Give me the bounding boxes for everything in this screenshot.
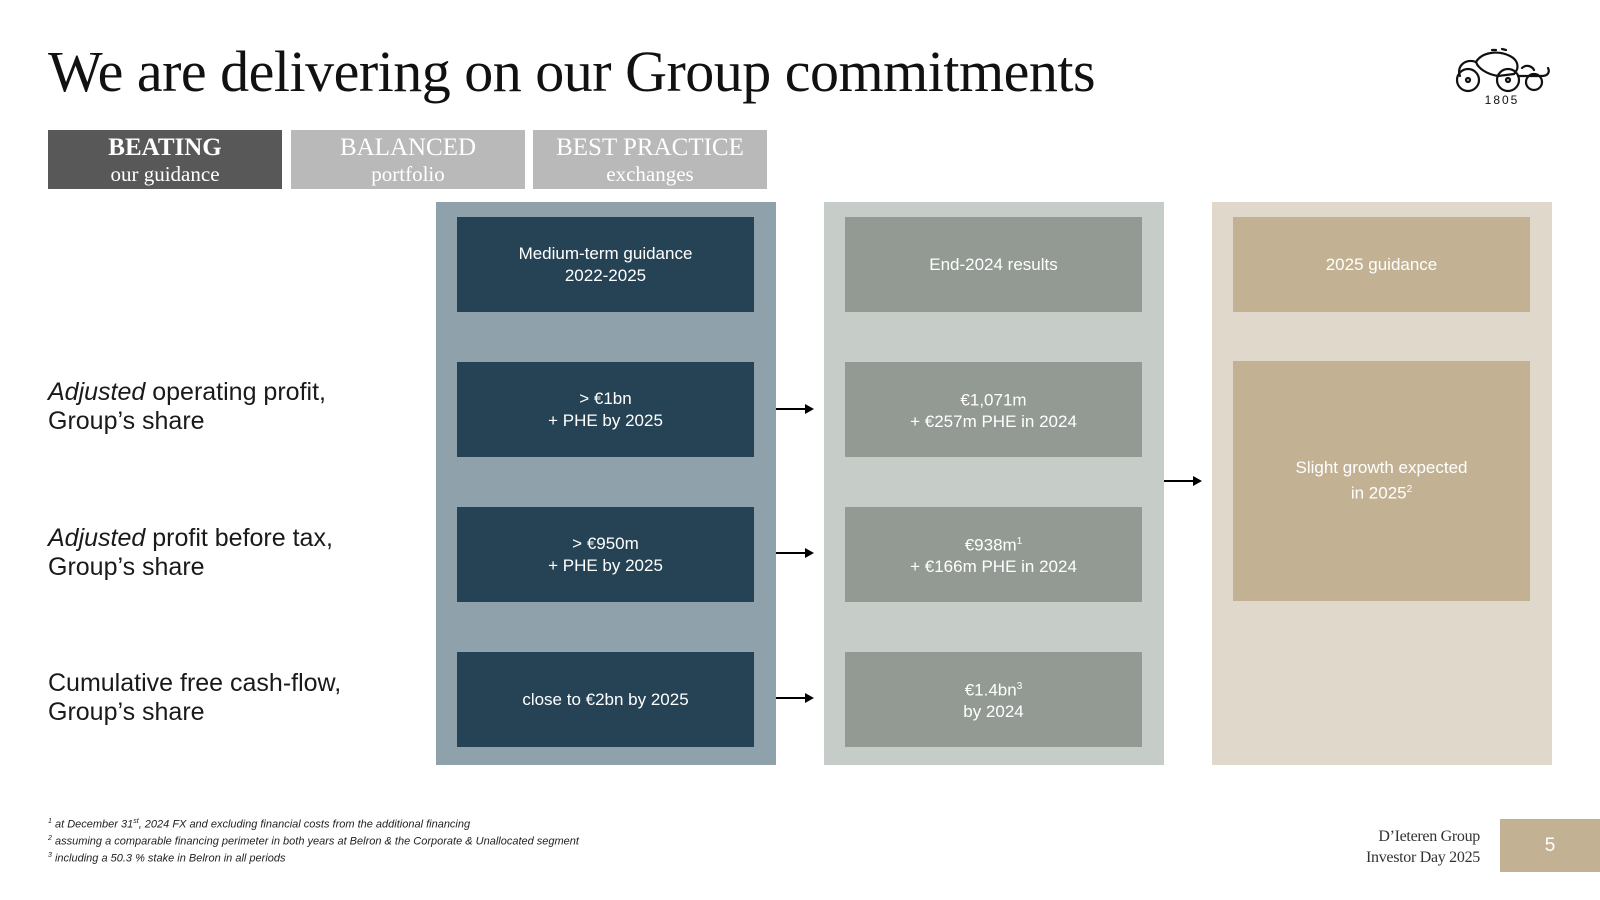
tab-balanced[interactable]: BALANCED portfolio — [291, 130, 525, 189]
arrow-right-icon — [776, 404, 814, 414]
tab-label: BALANCED — [339, 134, 477, 161]
result-value: €938m — [964, 535, 1017, 555]
row-label-text: profit before tax, — [145, 524, 333, 552]
event-name: Investor Day 2025 — [1366, 849, 1480, 866]
row-label-profit-before-tax: Adjusted profit before tax, Group’s shar… — [48, 524, 333, 582]
guidance-header: Medium-term guidance 2022-2025 — [457, 217, 754, 312]
tab-label: BEST PRACTICE — [556, 134, 744, 161]
brand-name: D’Ieteren Group — [1378, 828, 1480, 845]
tab-label: BEATING — [108, 134, 222, 161]
row-label-text: Cumulative free cash-flow, — [48, 669, 342, 697]
footnote: 1 at December 31st, 2024 FX and excludin… — [48, 818, 471, 831]
guidance-free-cash-flow: close to €2bn by 2025 — [457, 652, 754, 747]
result-phe: + €257m PHE in 2024 — [910, 412, 1077, 432]
guidance-operating-profit: > €1bn + PHE by 2025 — [457, 362, 754, 457]
outlook-column: 2025 guidance Slight growth expected in 2… — [1212, 202, 1552, 765]
row-label-line2: Group’s share — [48, 553, 205, 581]
guidance-column: Medium-term guidance 2022-2025 > €1bn + … — [436, 202, 776, 765]
row-label-line2: Group’s share — [48, 407, 205, 435]
row-label-text: operating profit, — [145, 378, 326, 406]
row-label-italic: Adjusted — [48, 524, 146, 552]
page-number: 5 — [1500, 819, 1600, 872]
footnote-ref: 3 — [1016, 680, 1023, 692]
result-phe: + €166m PHE in 2024 — [910, 557, 1077, 577]
row-label-free-cash-flow: Cumulative free cash-flow, Group’s share — [48, 669, 341, 727]
results-header: End-2024 results — [845, 217, 1142, 312]
arrow-right-icon — [776, 693, 814, 703]
guidance-profit-before-tax: > €950m + PHE by 2025 — [457, 507, 754, 602]
carriage-logo-icon: 1805 — [1455, 47, 1550, 107]
outlook-statement: Slight growth expected in 20252 — [1233, 361, 1530, 601]
outlook-text-line2: in 2025 — [1350, 483, 1407, 503]
result-operating-profit: €1,071m + €257m PHE in 2024 — [845, 362, 1142, 457]
footnote-ref: 1 — [1016, 535, 1023, 547]
result-profit-before-tax: €938m1 + €166m PHE in 2024 — [845, 507, 1142, 602]
tab-sublabel: our guidance — [110, 162, 220, 186]
row-label-operating-profit: Adjusted operating profit, Group’s share — [48, 378, 326, 436]
footnote: 2 assuming a comparable financing perime… — [48, 835, 579, 848]
tab-beating[interactable]: BEATING our guidance — [48, 130, 282, 189]
result-period: by 2024 — [963, 702, 1024, 722]
result-value: €1.4bn — [964, 680, 1017, 700]
result-free-cash-flow: €1.4bn3 by 2024 — [845, 652, 1142, 747]
result-value: €1,071m — [960, 390, 1027, 410]
outlook-header: 2025 guidance — [1233, 217, 1530, 312]
tab-sublabel: exchanges — [606, 162, 694, 186]
arrow-right-icon — [776, 548, 814, 558]
footnote: 3 including a 50.3 % stake in Belron in … — [48, 852, 286, 865]
tab-best-practice[interactable]: BEST PRACTICE exchanges — [533, 130, 767, 189]
footnotes: 1 at December 31st, 2024 FX and excludin… — [48, 815, 579, 866]
row-label-italic: Adjusted — [48, 378, 146, 406]
brand-footer: D’Ieteren Group Investor Day 2025 — [1366, 826, 1480, 868]
row-label-line2: Group’s share — [48, 698, 205, 726]
arrow-right-icon — [1164, 476, 1202, 486]
results-column: End-2024 results €1,071m + €257m PHE in 2… — [824, 202, 1164, 765]
footnote-ref: 2 — [1406, 484, 1413, 496]
page-title: We are delivering on our Group commitmen… — [48, 39, 1096, 104]
tab-sublabel: portfolio — [371, 162, 445, 186]
svg-text:1805: 1805 — [1485, 93, 1520, 107]
outlook-text: Slight growth expected — [1295, 458, 1468, 478]
